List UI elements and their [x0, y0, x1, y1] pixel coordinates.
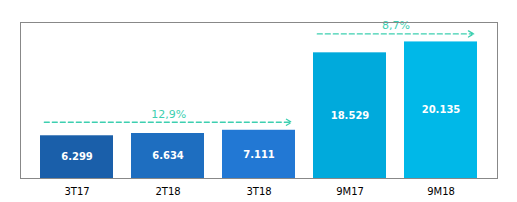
svg-text:6.299: 6.299 [61, 151, 93, 162]
svg-text:3T18: 3T18 [246, 186, 271, 197]
svg-text:6.634: 6.634 [152, 150, 184, 161]
svg-text:8,7%: 8,7% [382, 19, 410, 32]
svg-text:2T18: 2T18 [155, 186, 180, 197]
svg-text:9M17: 9M17 [336, 186, 364, 197]
svg-text:20.135: 20.135 [422, 104, 461, 115]
svg-text:18.529: 18.529 [331, 110, 370, 121]
svg-text:3T17: 3T17 [64, 186, 89, 197]
svg-text:9M18: 9M18 [427, 186, 455, 197]
svg-text:12,9%: 12,9% [151, 108, 186, 121]
svg-text:7.111: 7.111 [243, 149, 275, 160]
